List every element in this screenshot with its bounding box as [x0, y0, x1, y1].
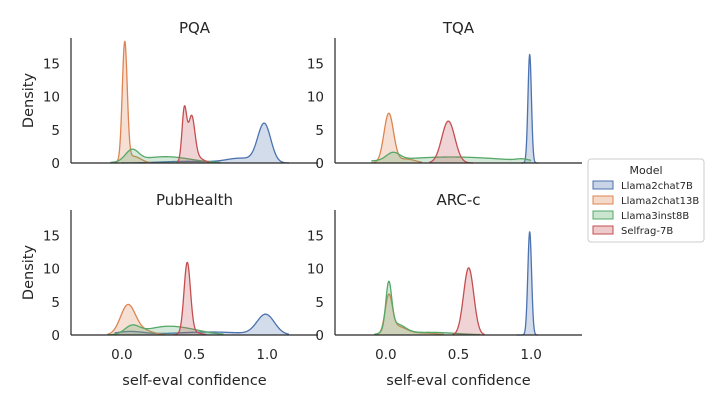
density-line-pubhealth-llama2chat13b: [107, 303, 166, 336]
density-fill-pubhealth-llama2chat13b: [107, 304, 166, 335]
density-line-pubhealth-llama3inst8b: [107, 324, 224, 336]
legend-label-llama2chat7b: Llama2chat7B: [621, 181, 693, 192]
legend-box: [587, 158, 705, 243]
x-tick-label: 1.0: [256, 347, 277, 363]
y-tick-label: 10: [43, 262, 60, 278]
y-tick-label: 10: [43, 90, 60, 106]
y-tick-label: 10: [307, 262, 324, 278]
legend-label-llama2chat13b: Llama2chat13B: [621, 196, 699, 207]
y-tick-label: 0: [51, 156, 60, 172]
density-line-arc-c-llama3inst8b: [374, 280, 481, 336]
density-line-pqa-llama3inst8b: [110, 148, 221, 164]
density-line-pqa-llama2chat13b: [113, 40, 152, 164]
density-fill-pubhealth-selfrag-7b: [172, 262, 207, 335]
density-fill-arc-c-llama3inst8b: [374, 281, 481, 335]
y-tick-label: 10: [307, 90, 324, 106]
y-tick-label: 15: [43, 56, 60, 72]
panel-title-tqa: TQA: [442, 19, 475, 37]
x-tick-label: 1.0: [520, 347, 541, 363]
density-fill-tqa-llama2chat7b: [520, 54, 539, 164]
y-tick-label: 0: [51, 328, 60, 344]
legend-swatch-llama2chat7b: [592, 180, 614, 190]
legend-swatch-selfrag-7b: [592, 225, 614, 235]
panel-title-arc-c: ARC-c: [436, 191, 480, 209]
y-tick-label: 5: [51, 123, 60, 139]
y-tick-label: 15: [307, 228, 324, 244]
legend-label-llama3inst8b: Llama3inst8B: [621, 211, 689, 222]
legend-title: Model: [629, 164, 662, 177]
y-tick-label: 15: [43, 228, 60, 244]
y-tick-label: 0: [315, 156, 324, 172]
y-tick-label: 5: [315, 123, 324, 139]
density-line-pubhealth-selfrag-7b: [172, 261, 207, 336]
y-axis-label-pubhealth: Density: [21, 245, 37, 301]
density-fill-pubhealth-llama2chat7b: [114, 314, 289, 335]
x-tick-label: 0.0: [375, 347, 396, 363]
x-axis-label-arc-c: self-eval confidence: [386, 373, 531, 389]
density-line-pubhealth-llama2chat7b: [114, 313, 290, 335]
y-tick-label: 0: [315, 328, 324, 344]
density-fill-pqa-llama2chat13b: [113, 41, 151, 163]
density-line-tqa-llama3inst8b: [371, 151, 532, 162]
density-line-pqa-selfrag-7b: [176, 105, 210, 163]
y-tick-label: 5: [51, 295, 60, 311]
y-axis-label-pqa: Density: [21, 73, 37, 129]
y-tick-label: 15: [307, 56, 324, 72]
y-tick-label: 5: [315, 295, 324, 311]
x-tick-label: 0.5: [184, 347, 205, 363]
density-fill-pqa-selfrag-7b: [177, 105, 210, 163]
density-fill-tqa-selfrag-7b: [429, 121, 474, 163]
panel-title-pubhealth: PubHealth: [156, 191, 233, 209]
x-axis-label-pubhealth: self-eval confidence: [122, 373, 267, 389]
density-fill-pqa-llama2chat7b: [121, 123, 289, 163]
density-line-arc-c-selfrag-7b: [452, 267, 485, 336]
legend-swatch-llama2chat13b: [592, 195, 614, 205]
density-fill-pubhealth-llama3inst8b: [107, 324, 224, 335]
x-tick-label: 0.0: [111, 347, 132, 363]
legend-label-selfrag-7b: Selfrag-7B: [621, 226, 673, 237]
density-line-tqa-selfrag-7b: [429, 120, 474, 164]
panel-title-pqa: PQA: [179, 19, 211, 37]
x-tick-label: 0.5: [448, 347, 469, 363]
density-fill-arc-c-selfrag-7b: [452, 267, 485, 335]
density-fill-tqa-llama2chat13b: [371, 113, 423, 163]
legend-swatch-llama3inst8b: [592, 210, 614, 220]
density-line-tqa-llama2chat13b: [371, 112, 423, 164]
